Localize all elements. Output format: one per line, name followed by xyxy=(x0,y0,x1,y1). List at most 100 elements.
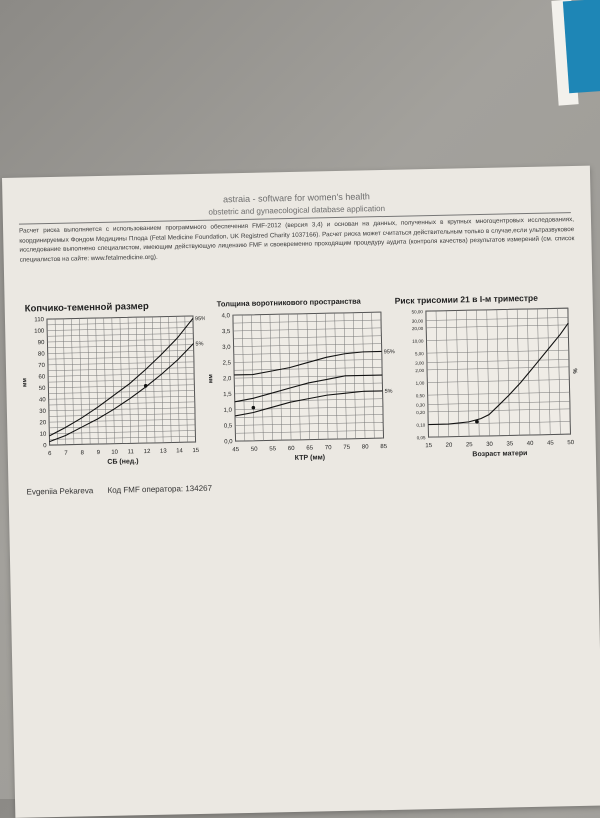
grid-line-y xyxy=(48,384,195,389)
x-tick-label: 15 xyxy=(192,448,199,454)
printed-report-sheet: astraia - software for women's health ob… xyxy=(2,165,600,818)
y-tick-label: 0,50 xyxy=(416,393,425,398)
grid-line-y xyxy=(48,373,195,377)
grid-line-y xyxy=(427,401,570,405)
y-tick-label: 3,5 xyxy=(222,329,231,335)
grid-line-x xyxy=(496,309,500,436)
series-label: 5% xyxy=(195,341,203,347)
y-tick-label: 100 xyxy=(34,329,45,335)
series-label: 95% xyxy=(384,349,395,355)
y-tick-label: 20,00 xyxy=(412,326,424,331)
fmf-operator-code: Код FMF оператора: 134267 xyxy=(107,483,213,495)
grid-line-x xyxy=(456,310,460,437)
grid-line-y xyxy=(235,429,384,434)
grid-line-y xyxy=(427,379,570,383)
series-label: 5% xyxy=(384,389,392,395)
y-tick-label: 2,00 xyxy=(415,368,424,373)
grid-line-x xyxy=(435,310,439,437)
grid-line-y xyxy=(48,395,195,400)
grid-line-y xyxy=(234,398,383,403)
grid-line-y xyxy=(49,430,196,434)
x-tick-label: 85 xyxy=(380,444,387,450)
y-axis-title: % xyxy=(573,368,579,374)
grid-line-y xyxy=(49,436,196,440)
grid-line-y xyxy=(426,324,569,329)
x-axis-title: КТР (мм) xyxy=(295,454,325,462)
y-tick-label: 4,0 xyxy=(222,313,231,319)
y-tick-label: 2,5 xyxy=(223,360,232,366)
x-tick-label: 40 xyxy=(527,441,534,447)
y-tick-label: 10,00 xyxy=(412,339,424,344)
grid-line-y xyxy=(47,327,194,331)
x-tick-label: 35 xyxy=(506,441,513,447)
y-tick-label: 50 xyxy=(39,386,46,392)
y-tick-label: 60 xyxy=(38,374,45,380)
x-tick-label: 8 xyxy=(80,450,84,456)
y-tick-label: 0,5 xyxy=(224,423,233,429)
y-tick-label: 30 xyxy=(39,409,46,415)
y-tick-label: 1,5 xyxy=(223,392,232,398)
grid-line-x xyxy=(445,310,450,437)
grid-line-y xyxy=(47,361,194,366)
x-tick-label: 11 xyxy=(128,449,135,455)
grid-line-y xyxy=(428,433,571,438)
grid-line-y xyxy=(47,332,194,337)
report-footer: Evgeniia Pekareva Код FMF оператора: 134… xyxy=(26,483,224,497)
grid-line-y xyxy=(426,359,569,363)
grid-line-y xyxy=(49,418,196,423)
y-tick-label: 3,0 xyxy=(222,345,231,351)
grid-line-y xyxy=(49,441,196,446)
grid-line-y xyxy=(48,378,195,383)
x-tick-label: 20 xyxy=(446,443,453,449)
y-tick-label: 0,10 xyxy=(416,423,425,428)
x-tick-label: 60 xyxy=(288,446,295,452)
background-card-blue xyxy=(562,0,600,94)
y-tick-label: 5,00 xyxy=(415,351,424,356)
x-tick-label: 25 xyxy=(466,442,473,448)
y-tick-label: 80 xyxy=(38,351,45,357)
grid-line-y xyxy=(233,319,382,324)
y-tick-label: 1,0 xyxy=(224,408,233,414)
x-tick-label: 70 xyxy=(325,445,332,451)
y-tick-label: 0,30 xyxy=(416,403,425,408)
x-tick-label: 6 xyxy=(48,451,52,457)
grid-line-y xyxy=(47,321,194,326)
grid-line-x xyxy=(506,309,510,436)
grid-line-y xyxy=(233,343,382,347)
x-tick-label: 15 xyxy=(425,443,432,449)
y-tick-label: 70 xyxy=(38,363,45,369)
y-tick-label: 20 xyxy=(39,420,46,426)
series-line xyxy=(234,350,382,376)
grid-line-y xyxy=(235,437,384,442)
grid-line-y xyxy=(233,359,382,363)
chart-t21-risk-title: Риск трисомии 21 в I-м триместре xyxy=(394,292,538,306)
grid-line-y xyxy=(49,424,196,429)
x-tick-label: 65 xyxy=(306,446,313,452)
grid-line-x xyxy=(466,310,470,437)
grid-line-y xyxy=(426,337,569,341)
x-tick-label: 12 xyxy=(144,449,151,455)
grid-line-y xyxy=(48,413,195,417)
grid-line-y xyxy=(233,335,382,340)
y-tick-label: 50,00 xyxy=(412,309,424,314)
x-tick-label: 45 xyxy=(232,447,239,453)
y-tick-label: 40 xyxy=(39,397,46,403)
grid-line-x xyxy=(527,309,531,436)
x-tick-label: 50 xyxy=(251,447,258,453)
grid-line-y xyxy=(234,406,383,410)
x-tick-label: 13 xyxy=(160,449,167,455)
grid-line-y xyxy=(234,366,383,371)
x-tick-label: 80 xyxy=(362,444,369,450)
grid-line-y xyxy=(47,355,194,360)
y-tick-label: 10 xyxy=(40,432,47,438)
x-axis-title: Возраст матери xyxy=(472,450,527,458)
series-line xyxy=(49,343,194,443)
grid-line-y xyxy=(234,382,383,387)
grid-line-x xyxy=(537,308,541,435)
grid-line-y xyxy=(48,407,195,411)
grid-line-y xyxy=(233,327,382,332)
y-tick-label: 0 xyxy=(43,443,47,449)
series-line xyxy=(49,317,194,437)
series-line xyxy=(234,374,383,403)
grid-line-y xyxy=(47,350,194,354)
